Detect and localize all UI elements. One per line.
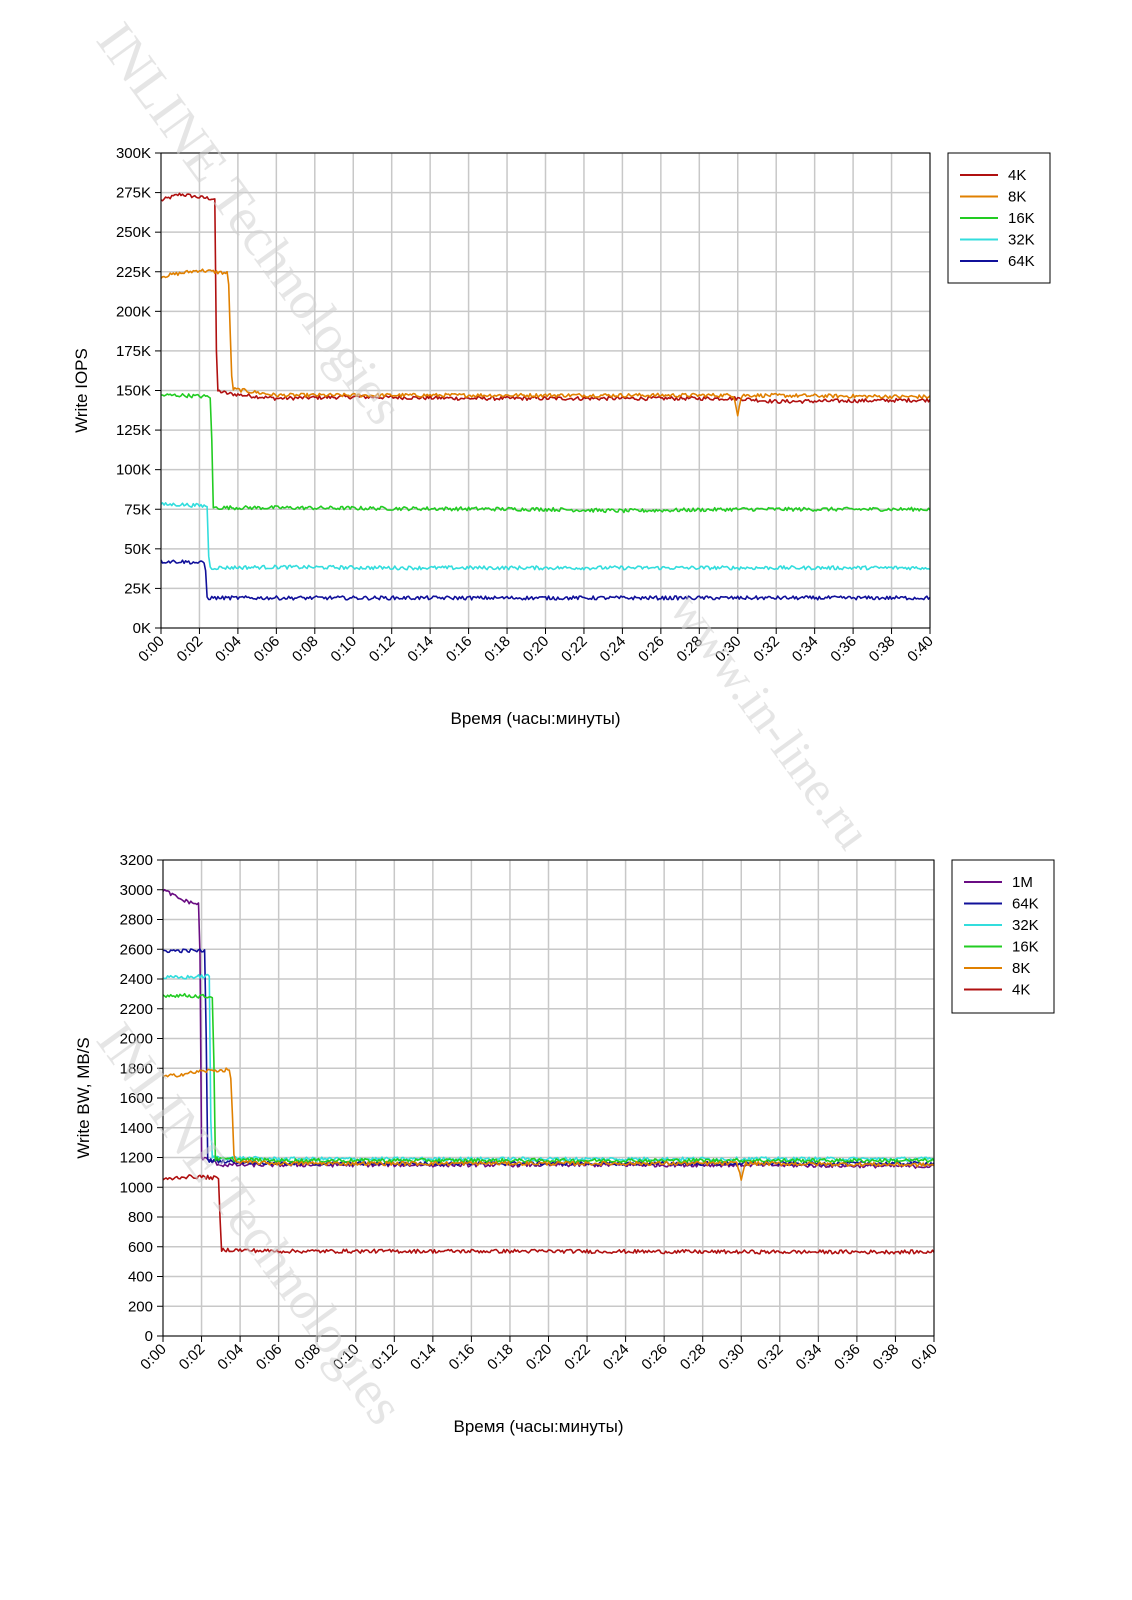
y-tick-label: 75K [124, 501, 151, 518]
legend-label: 1M [1012, 874, 1033, 891]
x-tick-label: 0:08 [289, 633, 322, 666]
x-tick-label: 0:02 [174, 633, 207, 666]
x-tick-label: 0:38 [870, 1341, 903, 1374]
x-tick-label: 0:12 [366, 633, 399, 666]
x-tick-label: 0:36 [831, 1341, 864, 1374]
x-axis-title: Время (часы:минуты) [450, 709, 620, 728]
y-tick-label: 125K [116, 422, 151, 439]
x-tick-label: 0:16 [446, 1341, 479, 1374]
y-tick-label: 400 [128, 1269, 153, 1286]
x-tick-label: 0:26 [638, 1341, 671, 1374]
y-tick-label: 100K [116, 462, 151, 479]
x-tick-label: 0:32 [754, 1341, 787, 1374]
x-tick-label: 0:16 [443, 633, 476, 666]
legend-label: 64K [1008, 253, 1035, 270]
y-axis-title: Write IOPS [72, 348, 91, 433]
x-tick-label: 0:06 [251, 633, 284, 666]
y-tick-label: 3000 [120, 882, 153, 899]
x-tick-label: 0:02 [176, 1341, 209, 1374]
y-tick-label: 1000 [120, 1179, 153, 1196]
x-tick-label: 0:24 [600, 1341, 633, 1374]
y-tick-label: 175K [116, 343, 151, 360]
y-tick-label: 1200 [120, 1150, 153, 1167]
series-line-4k [162, 1174, 935, 1255]
y-tick-label: 150K [116, 383, 151, 400]
x-tick-label: 0:40 [904, 633, 937, 666]
series-line-16k [161, 393, 931, 514]
legend-label: 4K [1012, 982, 1030, 999]
legend-label: 32K [1008, 232, 1035, 249]
y-tick-label: 50K [124, 541, 151, 558]
y-tick-label: 2800 [120, 912, 153, 929]
legend-label: 32K [1012, 917, 1039, 934]
series-line-8k [160, 268, 931, 417]
x-tick-label: 0:26 [635, 633, 668, 666]
legend-box [951, 859, 1055, 1014]
y-tick-label: 225K [116, 264, 151, 281]
x-tick-label: 0:14 [407, 1341, 440, 1374]
series-line-4k [160, 192, 931, 404]
x-tick-label: 0:22 [558, 633, 591, 666]
x-tick-label: 0:04 [212, 633, 245, 666]
x-tick-label: 0:00 [135, 633, 168, 666]
y-tick-label: 3200 [120, 852, 153, 869]
x-tick-label: 0:30 [715, 1341, 748, 1374]
x-tick-label: 0:04 [214, 1341, 247, 1374]
x-tick-label: 0:34 [789, 633, 822, 666]
x-tick-label: 0:28 [677, 1341, 710, 1374]
y-tick-label: 275K [116, 185, 151, 202]
legend-label: 4K [1008, 167, 1026, 184]
x-tick-label: 0:38 [866, 633, 899, 666]
y-tick-label: 2000 [120, 1031, 153, 1048]
x-tick-label: 0:06 [253, 1341, 286, 1374]
series-line-64k [160, 559, 931, 601]
series-line-8k [162, 1067, 935, 1181]
legend-label: 16K [1012, 939, 1039, 956]
x-tick-label: 0:20 [523, 1341, 556, 1374]
y-tick-label: 1600 [120, 1090, 153, 1107]
x-tick-label: 0:20 [520, 633, 553, 666]
y-tick-label: 200 [128, 1298, 153, 1315]
x-tick-label: 0:18 [481, 633, 514, 666]
y-tick-label: 1400 [120, 1120, 153, 1137]
legend-label: 16K [1008, 210, 1035, 227]
y-tick-label: 2600 [120, 941, 153, 958]
y-tick-label: 1800 [120, 1060, 153, 1077]
legend-label: 8K [1008, 189, 1026, 206]
iops-chart: 0K 25K 50K 75K 100K 125K 150K 175K 200K 225K 250K 2… [72, 145, 1051, 728]
y-tick-label: 300K [116, 145, 151, 162]
series-line-32k [160, 502, 931, 571]
y-axis-title: Write BW, MB/S [74, 1037, 93, 1159]
y-tick-label: 0K [133, 620, 151, 637]
x-tick-label: 0:18 [484, 1341, 517, 1374]
x-axis-title: Время (часы:минуты) [453, 1417, 623, 1436]
y-tick-label: 25K [124, 580, 151, 597]
x-tick-label: 0:40 [908, 1341, 941, 1374]
y-tick-label: 0 [145, 1328, 153, 1345]
x-tick-label: 0:22 [561, 1341, 594, 1374]
x-tick-label: 0:24 [597, 633, 630, 666]
legend-label: 64K [1012, 896, 1039, 913]
x-tick-label: 0:14 [404, 633, 437, 666]
y-tick-label: 2200 [120, 1001, 153, 1018]
series-line-32k [162, 973, 935, 1162]
x-tick-label: 0:10 [327, 633, 360, 666]
x-tick-label: 0:00 [137, 1341, 170, 1374]
y-tick-label: 200K [116, 303, 151, 320]
y-tick-label: 600 [128, 1239, 153, 1256]
y-tick-label: 250K [116, 224, 151, 241]
series-line-16k [162, 992, 935, 1164]
x-tick-label: 0:34 [793, 1341, 826, 1374]
y-tick-label: 800 [128, 1209, 153, 1226]
legend-label: 8K [1012, 960, 1030, 977]
x-tick-label: 0:36 [827, 633, 860, 666]
y-tick-label: 2400 [120, 971, 153, 988]
